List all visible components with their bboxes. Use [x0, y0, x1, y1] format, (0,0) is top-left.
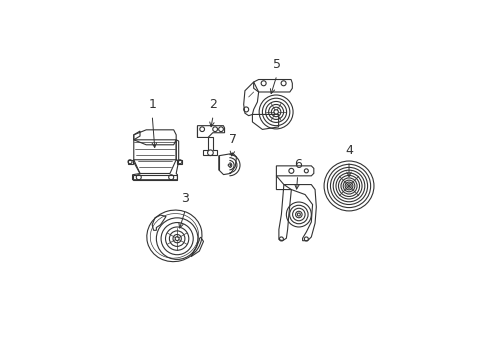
- Text: 1: 1: [148, 98, 156, 111]
- Text: 3: 3: [181, 192, 189, 205]
- Text: 6: 6: [293, 158, 301, 171]
- Text: 4: 4: [345, 144, 352, 157]
- Text: 2: 2: [209, 98, 217, 111]
- Text: 5: 5: [272, 58, 281, 71]
- Text: 7: 7: [228, 133, 236, 146]
